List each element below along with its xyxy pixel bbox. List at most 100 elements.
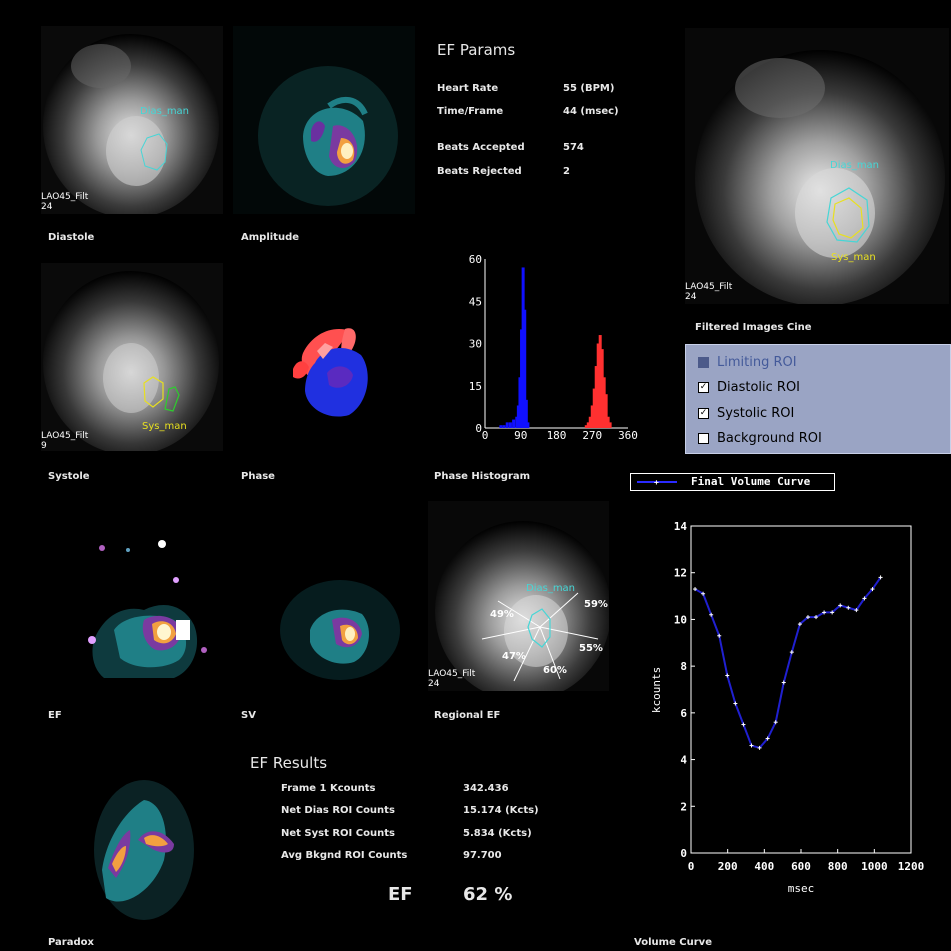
phase-image[interactable] (233, 263, 415, 451)
x-tick-label: 600 (791, 860, 811, 873)
checkbox[interactable] (698, 433, 709, 444)
y-tick-label: 30 (469, 338, 482, 351)
y-tick-label: 10 (674, 613, 687, 626)
x-tick-label: 90 (514, 429, 527, 442)
sector-ef-value: 55% (579, 643, 603, 654)
image-caption: LAO45_Filt 24 (428, 669, 475, 689)
sys-roi-label: Sys_man (831, 252, 876, 263)
curve-point (830, 610, 835, 615)
volume-curve-legend: + Final Volume Curve (630, 473, 835, 491)
background-roi-option[interactable]: Background ROI (698, 431, 822, 446)
ef-results-title: EF Results (250, 754, 328, 772)
option-label: Limiting ROI (717, 355, 797, 370)
histogram-bar (608, 422, 612, 428)
legend-label: Final Volume Curve (691, 475, 811, 488)
amplitude-map (233, 26, 415, 214)
param-label: Heart Rate (437, 83, 499, 94)
diastole-image[interactable]: Dias_man LAO45_Filt 24 (41, 26, 223, 214)
result-label: Net Dias ROI Counts (281, 805, 395, 816)
sector-ef-value: 49% (490, 609, 514, 620)
param-value: 2 (563, 166, 570, 177)
ef-result-label: EF (388, 884, 413, 905)
x-tick-label: 800 (828, 860, 848, 873)
phase-histogram-chart[interactable]: 60 45 30 15 00 90 180 270 360 (438, 248, 658, 448)
amplitude-image[interactable] (233, 26, 415, 214)
histogram-bar (598, 335, 602, 428)
caption-frame: 24 (41, 202, 53, 212)
regional-ef-scan (428, 501, 609, 691)
curve-point (701, 591, 706, 596)
y-tick-label: 2 (680, 800, 687, 813)
param-value: 44 (msec) (563, 106, 619, 117)
curve-point (878, 575, 883, 580)
y-tick-label: 45 (469, 295, 482, 308)
result-label: Avg Bkgnd ROI Counts (281, 850, 408, 861)
param-label: Time/Frame (437, 106, 504, 117)
filtered-cine-image[interactable]: Dias_man Sys_man LAO45_Filt 24 (685, 28, 949, 304)
result-label: Net Syst ROI Counts (281, 828, 395, 839)
ef-image[interactable] (84, 520, 214, 685)
systole-image[interactable]: Sys_man LAO45_Filt 9 (41, 263, 223, 451)
curve-point (822, 610, 827, 615)
curve-point (741, 722, 746, 727)
systole-scan (41, 263, 223, 451)
histogram-bar (508, 422, 512, 428)
option-label: Diastolic ROI (717, 380, 801, 395)
systolic-roi-option[interactable]: ✓ Systolic ROI (698, 406, 794, 421)
histogram-bar (590, 405, 594, 428)
y-tick-label: 60 (469, 253, 482, 266)
plot-frame (690, 525, 912, 854)
paradox-map (84, 760, 214, 925)
sector-ef-value: 59% (584, 599, 608, 610)
legend-swatch (637, 481, 677, 483)
limiting-roi-option[interactable]: Limiting ROI (698, 355, 797, 370)
y-tick-label: 4 (680, 754, 687, 767)
sv-image[interactable] (270, 520, 400, 685)
result-label: Frame 1 Kcounts (281, 783, 376, 794)
volume-curve-chart[interactable]: kcounts msec 0 2 4 6 8 10 12 14 0 200 400 600 800 100… (640, 510, 940, 900)
dias-roi-label: Dias_man (140, 106, 190, 117)
y-axis-label: kcounts (650, 667, 663, 713)
curve-point (725, 673, 730, 678)
image-caption: LAO45_Filt 9 (41, 431, 88, 451)
histogram-bar (512, 419, 516, 428)
param-value: 574 (563, 142, 584, 153)
param-label: Beats Accepted (437, 142, 525, 153)
option-label: Systolic ROI (717, 406, 795, 421)
curve-point (846, 605, 851, 610)
caption-series: LAO45_Filt (41, 431, 89, 441)
histogram-bar (526, 422, 530, 428)
curve-point (757, 745, 762, 750)
paradox-label: Paradox (48, 937, 94, 948)
curve-point (814, 615, 819, 620)
paradox-image[interactable] (84, 760, 214, 925)
curve-point (789, 650, 794, 655)
caption-frame: 24 (428, 679, 440, 689)
curve-point (781, 680, 786, 685)
histogram-bar (602, 377, 606, 428)
curve-point (862, 596, 867, 601)
caption-frame: 24 (685, 292, 697, 302)
curve-point (717, 633, 722, 638)
checkbox[interactable] (698, 357, 709, 368)
diastolic-roi-option[interactable]: ✓ Diastolic ROI (698, 380, 800, 395)
image-caption: LAO45_Filt 24 (685, 282, 732, 302)
x-tick-label: 270 (582, 429, 602, 442)
histogram-bar (520, 329, 524, 428)
sv-label: SV (241, 710, 256, 721)
caption-series: LAO45_Filt (685, 282, 733, 292)
x-axis-label: msec (788, 882, 815, 895)
checkbox[interactable]: ✓ (698, 408, 709, 419)
filtered-cine-label: Filtered Images Cine (695, 322, 812, 333)
ef-params-title: EF Params (437, 41, 516, 59)
volume-curve-line (694, 576, 882, 750)
regional-ef-image[interactable]: Dias_man 49% 59% 55% 60% 47% LAO45_Filt … (428, 501, 609, 691)
y-tick-label: 0 (680, 847, 687, 860)
caption-series: LAO45_Filt (428, 669, 476, 679)
curve-point (709, 612, 714, 617)
diastole-label: Diastole (48, 232, 95, 243)
histogram-bar (586, 422, 590, 428)
legend-marker: + (654, 478, 659, 487)
checkbox[interactable]: ✓ (698, 382, 709, 393)
ef-result-value: 62 % (463, 884, 513, 905)
